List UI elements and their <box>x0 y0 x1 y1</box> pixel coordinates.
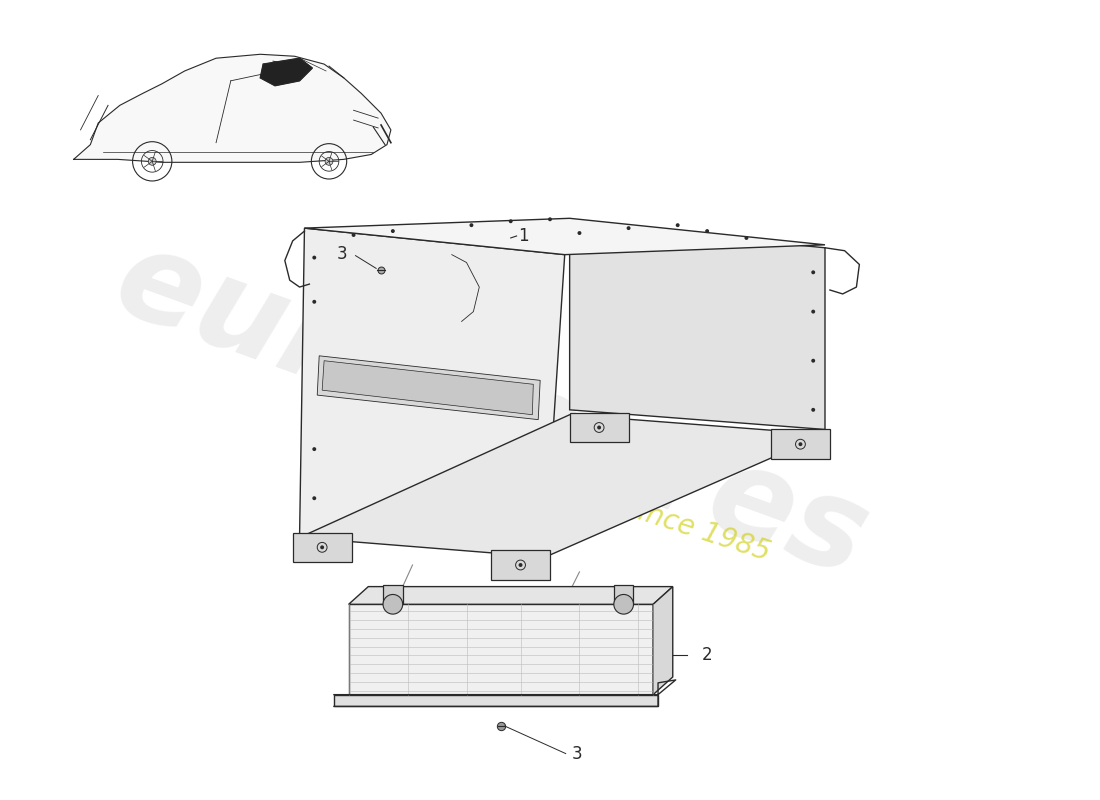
Circle shape <box>799 442 802 446</box>
Circle shape <box>745 236 748 240</box>
Polygon shape <box>570 413 628 442</box>
Circle shape <box>470 223 473 227</box>
Polygon shape <box>317 356 540 420</box>
Circle shape <box>548 218 552 222</box>
Polygon shape <box>74 54 390 162</box>
Circle shape <box>614 594 634 614</box>
Circle shape <box>811 310 815 314</box>
Circle shape <box>312 300 316 304</box>
Circle shape <box>312 496 316 500</box>
Circle shape <box>390 229 395 233</box>
Circle shape <box>148 158 156 166</box>
Text: a passion for parts since 1985: a passion for parts since 1985 <box>366 410 773 566</box>
Circle shape <box>675 223 680 227</box>
Polygon shape <box>491 550 550 580</box>
Circle shape <box>518 563 522 567</box>
Circle shape <box>320 546 324 550</box>
Circle shape <box>326 158 333 166</box>
Circle shape <box>312 256 316 259</box>
Polygon shape <box>299 228 564 552</box>
Polygon shape <box>349 604 653 694</box>
Circle shape <box>312 447 316 451</box>
Polygon shape <box>771 430 829 459</box>
Circle shape <box>578 231 582 235</box>
Circle shape <box>811 270 815 274</box>
Polygon shape <box>653 586 673 694</box>
Circle shape <box>352 233 355 237</box>
Polygon shape <box>334 694 658 706</box>
Polygon shape <box>349 586 673 604</box>
Polygon shape <box>614 585 634 604</box>
Circle shape <box>627 226 630 230</box>
Text: 3: 3 <box>337 245 348 262</box>
Text: eurospares: eurospares <box>99 218 883 602</box>
Circle shape <box>811 408 815 412</box>
Polygon shape <box>383 585 403 604</box>
Circle shape <box>383 594 403 614</box>
Polygon shape <box>261 58 312 86</box>
Polygon shape <box>305 218 825 254</box>
Circle shape <box>597 426 601 430</box>
Polygon shape <box>570 223 825 430</box>
Circle shape <box>811 358 815 362</box>
Polygon shape <box>293 533 352 562</box>
Polygon shape <box>322 361 534 414</box>
Text: 1: 1 <box>518 227 529 245</box>
Circle shape <box>508 219 513 223</box>
Circle shape <box>705 229 710 233</box>
Text: 3: 3 <box>572 745 583 762</box>
Text: 2: 2 <box>702 646 713 664</box>
Polygon shape <box>299 414 825 557</box>
